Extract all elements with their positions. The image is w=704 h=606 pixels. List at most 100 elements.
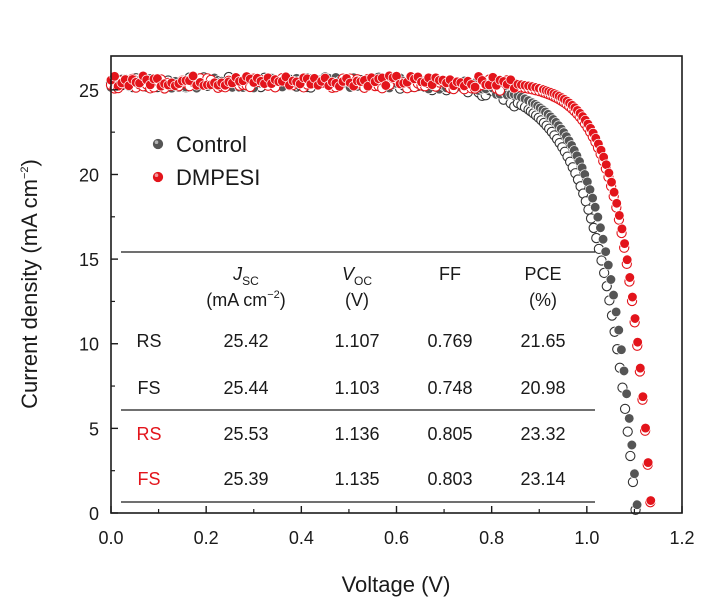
x-tick-label: 0.0	[98, 528, 123, 548]
parameter-table: JSC(mA cm−2)VOC(V)FF PCE(%)RS 25.42 1.107 0.…	[121, 251, 595, 503]
table-cell: 20.98	[520, 378, 565, 398]
table-cell: 0.769	[427, 331, 472, 351]
table-cell: 23.32	[520, 424, 565, 444]
point-control-fs	[625, 450, 636, 462]
point-control-rs	[629, 468, 640, 479]
table-header-unit: (mA cm−2)	[206, 289, 286, 310]
point-control-rs	[603, 259, 614, 271]
table-header-symbol: VOC	[342, 264, 372, 288]
plot-frame	[110, 55, 683, 514]
x-tick-label: 1.0	[574, 528, 599, 548]
point-control-rs	[605, 274, 617, 285]
point-control-rs	[600, 246, 611, 257]
point-dmpesi-rs	[619, 238, 630, 249]
table-row-label: FS	[137, 469, 160, 489]
point-control-rs	[597, 234, 609, 245]
header-unit-text: (%)	[529, 290, 557, 310]
point-dmpesi-rs	[608, 187, 620, 198]
y-tick-label: 5	[89, 419, 99, 439]
y-tick-label: 15	[79, 250, 99, 270]
header-symbol-text: V	[342, 264, 356, 284]
point-control-fs	[622, 426, 633, 437]
point-control-rs	[621, 388, 632, 399]
x-tick-label: 0.6	[384, 528, 409, 548]
axis-ticks: 0.0 0.2 0.4 0.6 0.8 1.0 1.2 0 5 10 15 20 25	[79, 81, 695, 548]
table-cell: 1.107	[334, 331, 379, 351]
x-tick-label: 0.8	[479, 528, 504, 548]
point-dmpesi-rs	[637, 391, 649, 402]
legend-label: DMPESI	[176, 165, 260, 190]
x-tick-label: 0.2	[194, 528, 219, 548]
table-cell: 23.14	[520, 469, 565, 489]
point-control-rs	[587, 192, 598, 204]
point-dmpesi-rs	[469, 81, 481, 93]
table-cell: 25.53	[223, 424, 268, 444]
point-dmpesi-rs	[109, 71, 120, 82]
legend-label: Control	[176, 132, 247, 157]
y-axis-title-sup: −2	[19, 166, 31, 179]
point-control-rs	[590, 202, 601, 213]
point-control-rs	[618, 365, 630, 377]
table-cell: 0.748	[427, 378, 472, 398]
table-cell: 0.803	[427, 469, 472, 489]
point-control-rs	[610, 306, 622, 318]
header-symbol-text: J	[232, 264, 243, 284]
y-axis-title: Current density (mA cm−2)	[17, 159, 42, 409]
y-tick-label: 0	[89, 504, 99, 524]
legend-marker	[152, 138, 164, 150]
table-row-label: FS	[137, 378, 160, 398]
table-row-label: RS	[136, 424, 161, 444]
point-control-rs	[616, 344, 627, 355]
header-subscript: SC	[242, 274, 259, 288]
point-dmpesi-rs	[645, 495, 656, 506]
y-axis-title-close: )	[17, 159, 42, 166]
point-dmpesi-rs	[635, 362, 646, 374]
header-unit-sup: −2	[267, 289, 280, 301]
point-dmpesi-rs	[616, 223, 628, 234]
x-tick-label: 0.4	[289, 528, 314, 548]
y-axis-title-main: Current density (mA cm	[17, 179, 42, 409]
table-cell: 25.42	[223, 331, 268, 351]
table-header-symbol: PCE	[524, 264, 561, 284]
table-cell: 21.65	[520, 331, 565, 351]
table-cell: 25.39	[223, 469, 268, 489]
point-control-fs	[599, 267, 610, 279]
point-control-rs	[631, 499, 643, 510]
point-control-rs	[595, 222, 606, 233]
point-dmpesi-rs	[624, 272, 635, 283]
point-control-rs	[608, 289, 619, 301]
legend-marker-highlight	[154, 140, 159, 144]
x-tick-label: 1.2	[669, 528, 694, 548]
header-unit-text: (mA cm	[206, 290, 267, 310]
legend-marker	[152, 171, 164, 183]
legend: Control DMPESI	[152, 132, 260, 190]
table-header-unit: (%)	[529, 290, 557, 310]
point-dmpesi-rs	[187, 70, 199, 82]
point-control-fs	[619, 403, 631, 415]
header-unit-close: )	[280, 290, 286, 310]
table-cell: 0.805	[427, 424, 472, 444]
table-header-symbol: FF	[439, 264, 461, 284]
point-dmpesi-rs	[640, 422, 651, 434]
point-dmpesi-rs	[642, 457, 654, 468]
y-tick-label: 25	[79, 81, 99, 101]
table-row-label: RS	[136, 331, 161, 351]
header-symbol-text: PCE	[524, 264, 561, 284]
point-control-rs	[624, 413, 635, 424]
point-dmpesi-rs	[622, 254, 633, 265]
y-tick-label: 10	[79, 335, 99, 355]
table-header-unit: (V)	[345, 290, 369, 310]
point-dmpesi-rs	[627, 291, 638, 303]
y-tick-label: 20	[79, 165, 99, 185]
table-cell: 25.44	[223, 378, 268, 398]
legend-entry: Control	[152, 132, 247, 157]
point-control-rs	[613, 324, 624, 336]
header-unit-text: (V)	[345, 290, 369, 310]
legend-marker-highlight	[154, 173, 159, 177]
point-dmpesi-rs	[606, 177, 617, 188]
data-points	[105, 70, 656, 515]
point-dmpesi-rs	[629, 313, 641, 324]
point-control-fs	[627, 476, 639, 488]
header-subscript: OC	[354, 274, 372, 288]
header-symbol-text: FF	[439, 264, 461, 284]
